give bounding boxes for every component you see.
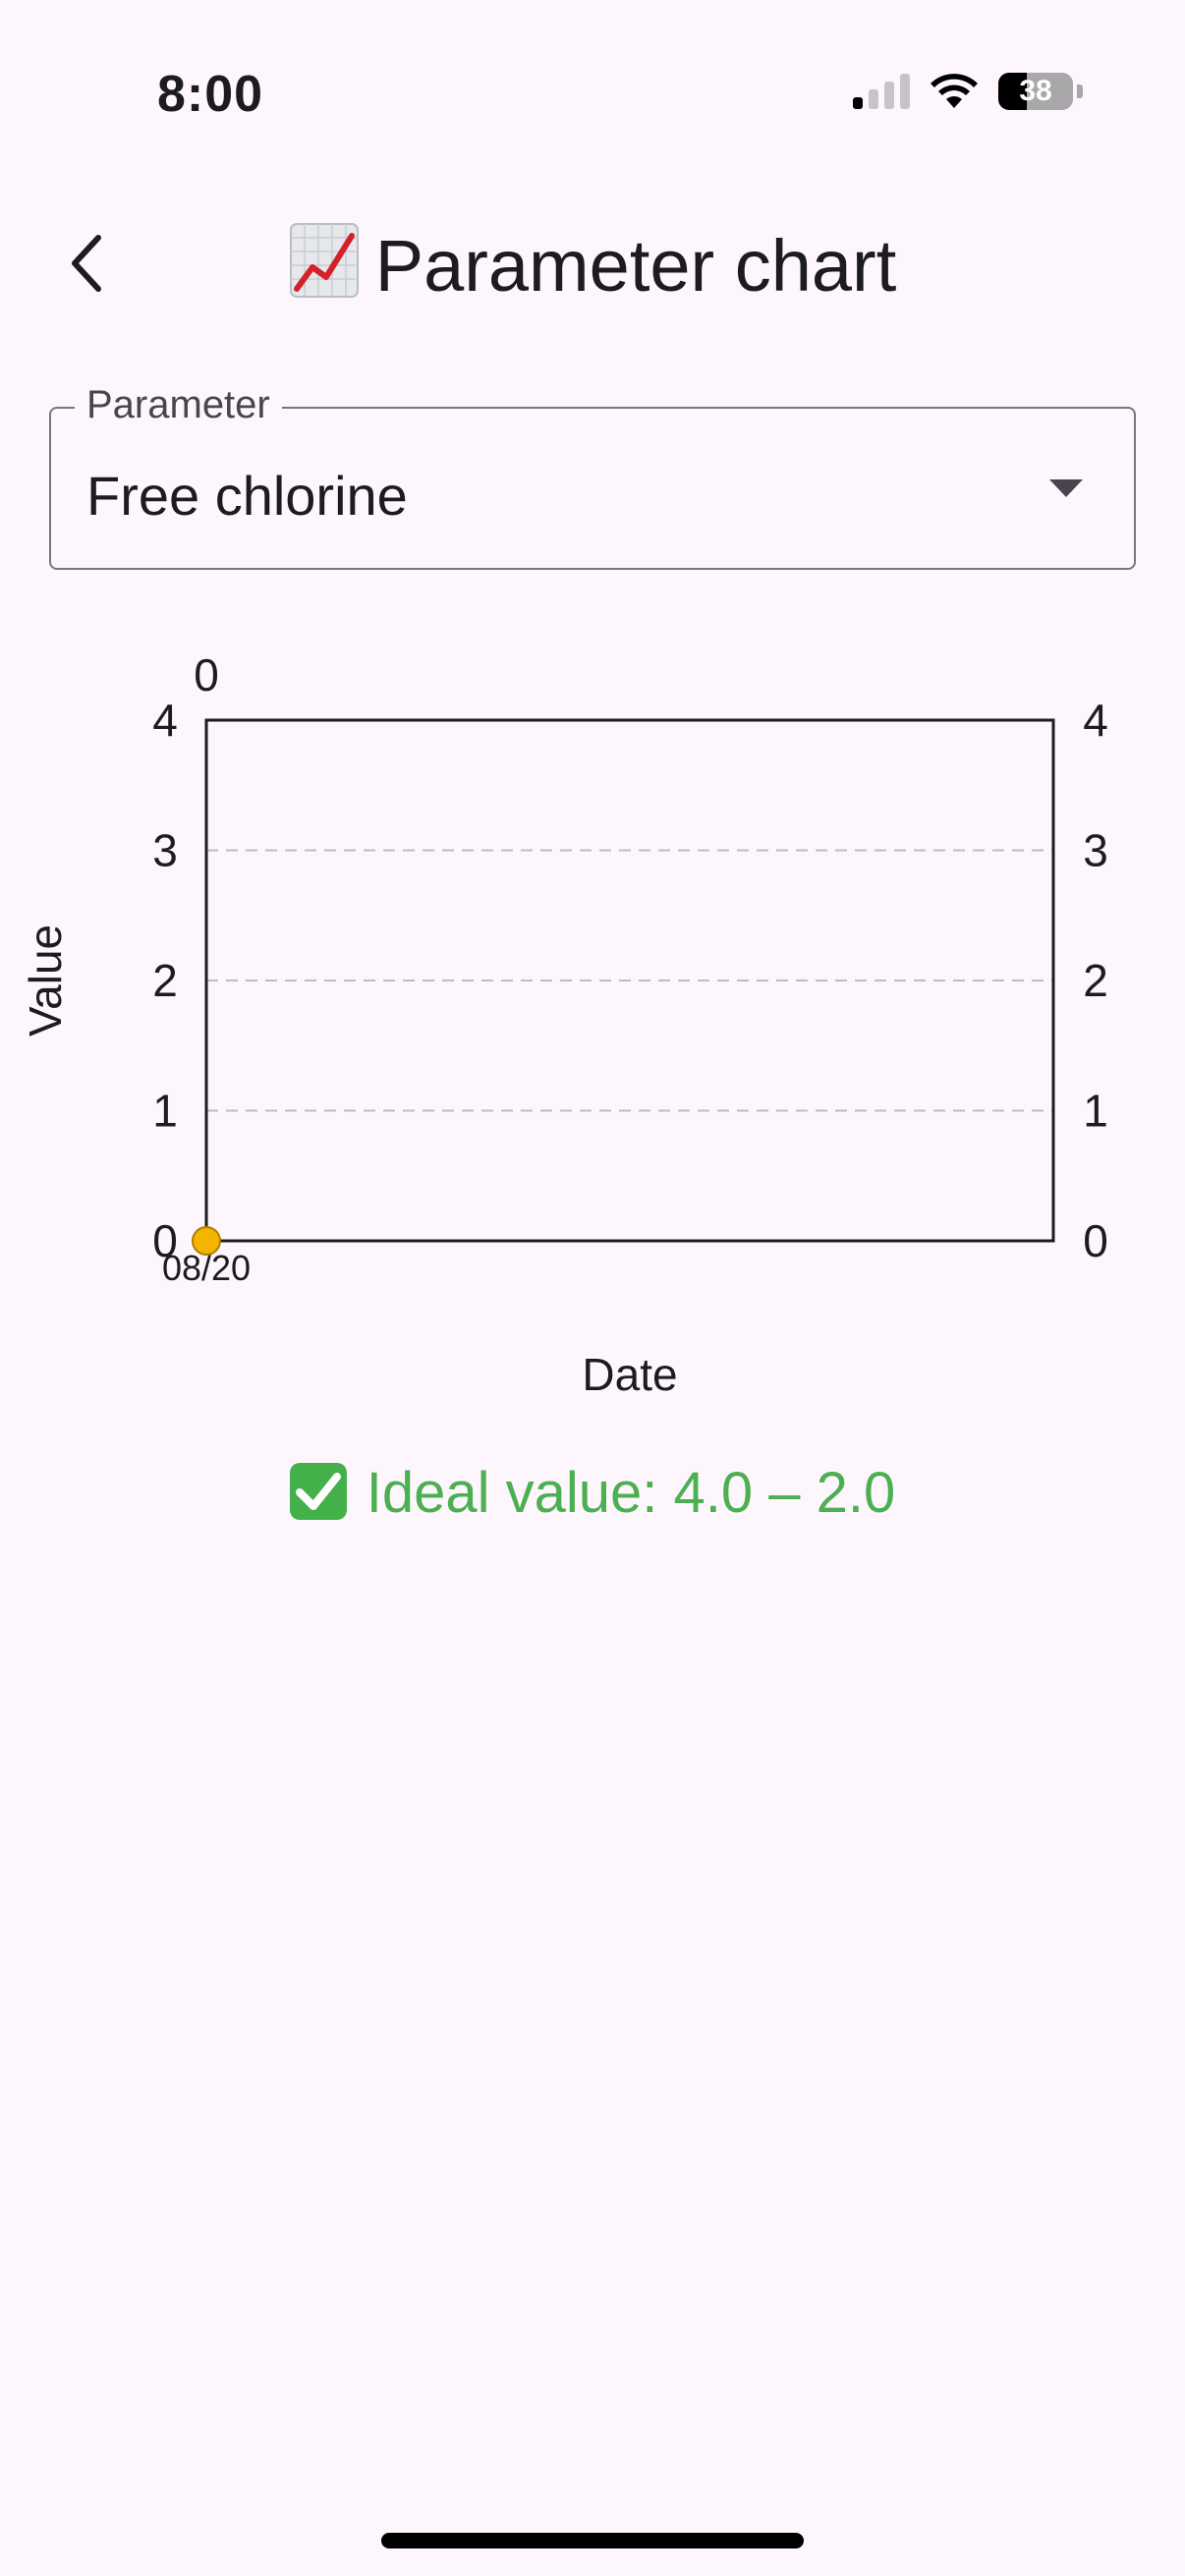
ideal-value: Ideal value: 4.0 – 2.0 xyxy=(0,1460,1185,1526)
battery-level: 38 xyxy=(1019,75,1052,107)
y-tick-right-0: 0 xyxy=(1083,1215,1108,1266)
y-tick-left-4: 4 xyxy=(152,695,178,746)
battery-icon: 38 xyxy=(998,73,1073,110)
page-title-text: Parameter chart xyxy=(374,225,897,307)
chevron-left-icon xyxy=(72,235,101,292)
data-point-0[interactable] xyxy=(192,1226,221,1256)
y-tick-right-4: 4 xyxy=(1083,695,1108,746)
parameter-select-value: Free chlorine xyxy=(86,465,408,527)
chart-y-label: Value xyxy=(20,924,71,1036)
chart-x-label: Date xyxy=(582,1349,677,1400)
page-title: Parameter chart xyxy=(0,222,1185,308)
y-tick-left-0: 0 xyxy=(152,1215,178,1266)
status-time: 8:00 xyxy=(157,66,264,123)
chart-plot-frame xyxy=(204,718,1055,1243)
app-bar: Parameter chart xyxy=(0,196,1185,334)
y-tick-right-2: 2 xyxy=(1083,955,1108,1006)
status-icons: 38 xyxy=(853,73,1083,110)
parameter-select[interactable]: Parameter Free chlorine xyxy=(49,379,1136,570)
chart-grid xyxy=(206,849,1053,1112)
wifi-icon xyxy=(931,74,978,108)
battery-cap xyxy=(1077,84,1083,98)
y-tick-right-3: 3 xyxy=(1083,825,1108,876)
chart-points xyxy=(192,1226,221,1256)
home-indicator[interactable] xyxy=(381,2533,804,2548)
dropdown-arrow-icon xyxy=(1049,479,1083,497)
y-tick-left-1: 1 xyxy=(152,1086,178,1137)
y-tick-right-1: 1 xyxy=(1083,1086,1108,1137)
y-tick-left-3: 3 xyxy=(152,825,178,876)
signal-icon xyxy=(853,74,910,109)
y-axis-right: 0 1 2 3 4 xyxy=(1083,695,1108,1266)
parameter-select-label: Parameter xyxy=(75,379,282,430)
chart-increasing-emoji xyxy=(289,223,359,298)
check-mark-button-icon xyxy=(289,1463,347,1520)
chart-top-label: 0 xyxy=(194,649,219,700)
battery-fill xyxy=(998,73,1027,110)
y-axis-left: 0 1 2 3 4 xyxy=(152,695,178,1266)
ideal-value-text: Ideal value: 4.0 – 2.0 xyxy=(366,1461,896,1525)
back-button[interactable] xyxy=(47,224,126,303)
y-tick-left-2: 2 xyxy=(152,955,178,1006)
status-bar: 8:00 38 xyxy=(0,0,1185,147)
